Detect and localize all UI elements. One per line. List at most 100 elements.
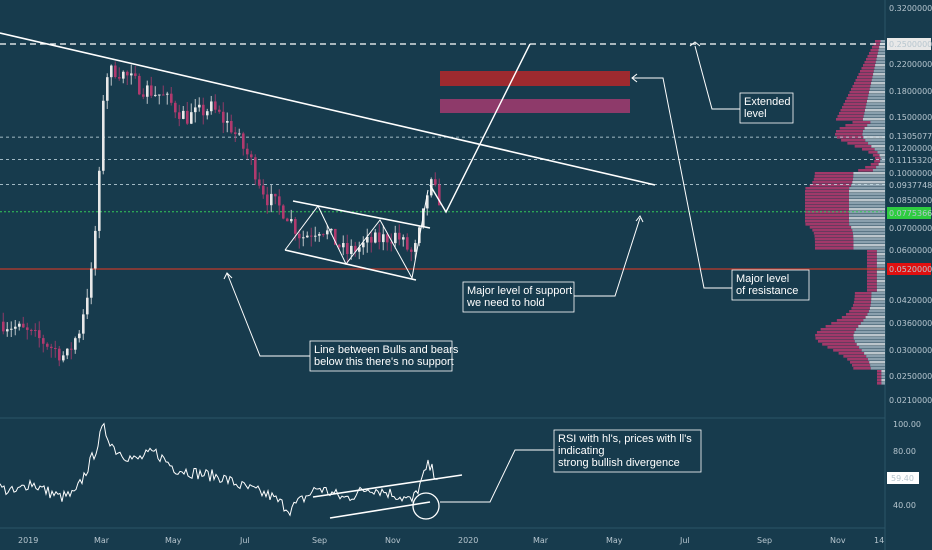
volume-bar <box>861 349 885 352</box>
volume-bar <box>871 145 885 148</box>
volume-bar <box>864 61 876 64</box>
candle-body <box>18 323 21 327</box>
volume-bar <box>867 100 885 103</box>
candle-body <box>302 237 305 239</box>
candle-body <box>362 242 365 248</box>
volume-bar <box>849 310 869 313</box>
volume-bar <box>853 244 885 247</box>
volume-bar <box>856 343 885 346</box>
volume-bar <box>869 88 885 91</box>
candle-body <box>94 230 97 269</box>
price-tick: 0.13050778 <box>889 132 932 141</box>
volume-bar <box>852 181 885 184</box>
support-arrow <box>574 217 641 297</box>
volume-bar <box>863 64 876 67</box>
candle-body <box>2 321 5 332</box>
candle-body <box>266 194 269 206</box>
candle-body <box>258 179 261 186</box>
volume-bar <box>865 166 877 169</box>
volume-bar <box>843 355 867 358</box>
volume-bar <box>849 199 885 202</box>
volume-bar <box>872 169 885 172</box>
volume-bar <box>814 247 854 250</box>
volume-bar <box>867 289 877 292</box>
volume-bar <box>871 79 885 82</box>
volume-bar <box>873 43 880 46</box>
volume-bar <box>876 286 885 289</box>
candle-body <box>10 328 13 330</box>
resistance-arrow <box>632 77 732 289</box>
volume-bar <box>880 40 885 43</box>
candle-body <box>122 71 125 79</box>
volume-bar <box>871 292 885 295</box>
volume-bar <box>813 232 853 235</box>
volume-profile <box>805 40 885 385</box>
volume-bar <box>875 40 881 43</box>
candle-body <box>354 245 357 252</box>
candle-body <box>242 133 245 149</box>
volume-bar <box>879 46 885 49</box>
time-tick: 14 <box>874 536 884 545</box>
volume-bar <box>871 298 885 301</box>
volume-bar <box>849 220 885 223</box>
candle-body <box>46 343 49 347</box>
volume-bar <box>877 52 885 55</box>
volume-bar <box>849 190 885 193</box>
volume-bar <box>877 151 885 154</box>
volume-bar <box>876 274 885 277</box>
candle-body <box>238 133 241 135</box>
volume-bar <box>873 73 885 76</box>
projection-path <box>429 43 531 214</box>
volume-bar <box>872 154 880 157</box>
volume-bar <box>849 202 885 205</box>
extended-price-tag <box>887 38 931 50</box>
candle-body <box>70 348 73 350</box>
candle-body <box>254 157 257 180</box>
volume-bar <box>849 193 885 196</box>
volume-bar <box>871 295 885 298</box>
time-tick: Nov <box>830 536 846 545</box>
volume-bar <box>827 346 860 349</box>
volume-bar <box>858 169 873 172</box>
volume-bar <box>867 277 877 280</box>
volume-bar <box>847 142 869 145</box>
volume-bar <box>876 271 885 274</box>
time-tick: Mar <box>533 536 549 545</box>
volume-bar <box>831 322 861 325</box>
support-label-text: we need to hold <box>466 297 545 309</box>
volume-bar <box>805 217 849 220</box>
volume-bar <box>852 232 885 235</box>
volume-bar <box>876 259 885 262</box>
volume-bar <box>812 229 853 232</box>
extended-level-label-box <box>739 92 794 124</box>
volume-bar <box>805 220 849 223</box>
volume-bar <box>870 301 885 304</box>
volume-bar <box>874 160 881 163</box>
volume-bar <box>852 304 871 307</box>
candle-body <box>198 104 201 108</box>
volume-bar <box>840 109 865 112</box>
volume-bar <box>851 88 870 91</box>
volume-bar <box>817 340 855 343</box>
price-tick: 0.09377484 <box>889 181 932 190</box>
volume-bar <box>815 334 854 337</box>
candle-body <box>310 235 313 237</box>
candle-body <box>366 236 369 243</box>
volume-bar <box>877 382 882 385</box>
volume-bar <box>853 367 871 370</box>
volume-bar <box>881 382 885 385</box>
volume-bar <box>867 358 885 361</box>
volume-bar <box>849 217 885 220</box>
candle-body <box>214 101 217 110</box>
volume-bar <box>870 364 885 367</box>
time-tick: May <box>606 536 623 545</box>
candle-body <box>374 232 377 243</box>
volume-bar <box>867 256 877 259</box>
candle-body <box>438 184 441 206</box>
volume-bar <box>854 292 872 295</box>
candle-body <box>66 348 69 356</box>
time-tick: 2019 <box>18 536 38 545</box>
